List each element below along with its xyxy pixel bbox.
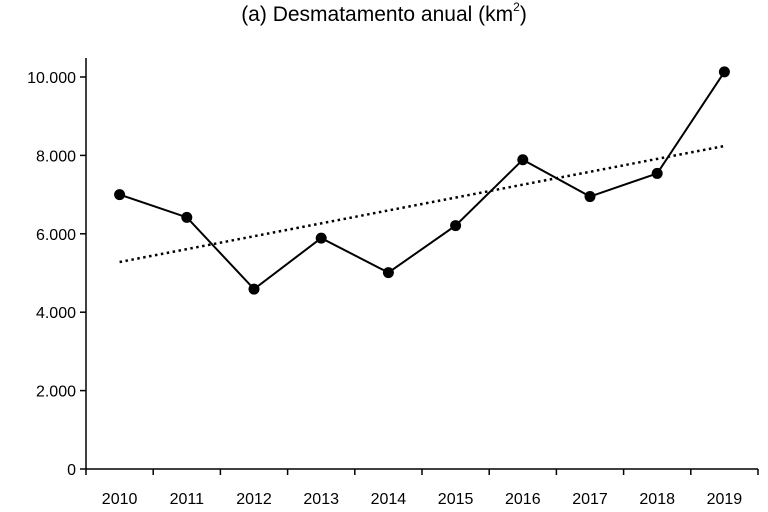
- x-tick-label: 2019: [707, 491, 743, 508]
- data-point: [114, 189, 126, 201]
- x-tick-label: 2010: [102, 491, 138, 508]
- x-tick-label: 2011: [170, 491, 205, 508]
- chart-title-text: (a) Desmatamento anual (km: [241, 3, 514, 26]
- data-point: [517, 154, 529, 166]
- data-point: [651, 167, 663, 179]
- data-point: [450, 220, 462, 232]
- y-tick-label: 8.000: [36, 148, 76, 165]
- data-point: [718, 66, 730, 78]
- x-tick-label: 2012: [236, 491, 272, 508]
- x-tick-label: 2015: [438, 491, 474, 508]
- x-tick-label: 2016: [505, 491, 541, 508]
- y-axis-ticks: 0 2.000 4.000 6.000 8.000 10.000: [27, 70, 86, 479]
- trendline-group: [119, 144, 725, 264]
- axes: [85, 58, 758, 470]
- series-group: [114, 66, 730, 295]
- data-point: [248, 283, 260, 295]
- chart-title-suffix: ): [519, 3, 527, 26]
- y-tick-label: 0: [67, 462, 76, 479]
- x-tick-label: 2014: [371, 491, 407, 508]
- trendline: [119, 144, 725, 264]
- chart-title-superscript: 2: [513, 0, 520, 14]
- data-point: [382, 267, 394, 279]
- x-tick-label: 2013: [303, 491, 339, 508]
- series-line: [119, 71, 726, 291]
- x-tick-label: 2018: [639, 491, 675, 508]
- data-point: [584, 191, 596, 203]
- data-point: [315, 232, 327, 244]
- chart-title: (a) Desmatamento anual (km2): [0, 0, 768, 27]
- y-tick-label: 2.000: [36, 384, 76, 401]
- x-tick-label: 2017: [572, 491, 608, 508]
- x-axis-ticks: 2010 2011 2012 2013 2014 2015 2016 2017 2018 2019: [85, 469, 759, 508]
- y-tick-label: 6.000: [36, 227, 76, 244]
- data-point: [181, 211, 193, 223]
- y-tick-label: 4.000: [36, 305, 76, 322]
- y-tick-label: 10.000: [27, 70, 76, 87]
